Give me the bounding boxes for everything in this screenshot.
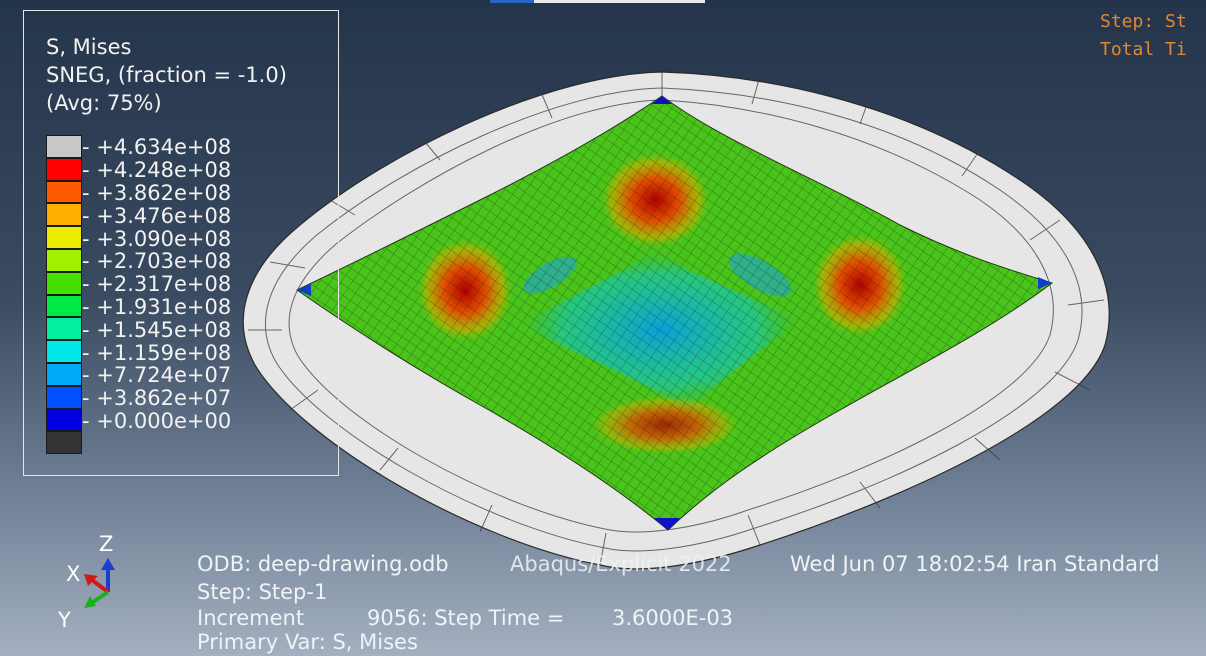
status-step: Step: St	[1100, 11, 1187, 32]
legend-swatch	[46, 317, 82, 341]
info-odb: ODB: deep-drawing.odb	[197, 552, 449, 576]
info-solver: Abaqus/Explicit 2022	[510, 552, 732, 576]
legend-level-label: - +1.545e+08	[82, 317, 232, 342]
legend-level-label: - +3.090e+08	[82, 226, 232, 251]
legend-swatch	[46, 385, 82, 409]
legend-level-label: - +1.931e+08	[82, 295, 232, 319]
legend-title: S, Mises	[46, 35, 132, 59]
triad-y-label: Y	[58, 608, 71, 632]
info-step: Step: Step-1	[197, 580, 328, 604]
legend-level-label: - +3.862e+08	[82, 181, 232, 205]
info-date: Wed Jun 07 18:02:54 Iran Standard	[790, 552, 1160, 576]
legend-swatch	[46, 135, 82, 158]
status-total-time: Total Ti	[1100, 39, 1187, 60]
legend-swatch	[46, 226, 82, 249]
legend-level-label: - +0.000e+00	[82, 409, 232, 433]
legend-level-label: - +7.724e+07	[82, 363, 232, 388]
legend-swatch	[46, 431, 82, 455]
info-increment-value: 9056: Step Time =	[367, 606, 565, 630]
info-primary-var: Primary Var: S, Mises	[197, 630, 418, 654]
legend-average: (Avg: 75%)	[46, 91, 162, 115]
legend-swatch	[46, 408, 82, 432]
legend-level-label: - +2.703e+08	[82, 249, 232, 274]
top-tab-strip	[490, 0, 705, 3]
legend-level-label: - +1.159e+08	[82, 340, 232, 365]
legend-level-label: - +2.317e+08	[82, 272, 232, 297]
legend-swatch	[46, 248, 82, 272]
triad-z-label: Z	[99, 532, 114, 556]
legend-subtitle: SNEG, (fraction = -1.0)	[46, 63, 287, 87]
legend-swatch	[46, 294, 82, 318]
legend-level-label: - +3.476e+08	[82, 203, 232, 228]
legend-swatch	[46, 362, 82, 386]
legend-level-label: - +4.248e+08	[82, 158, 232, 183]
triad-x-label: X	[66, 562, 81, 586]
active-tab-indicator	[490, 0, 534, 3]
legend-level-label: - +4.634e+08	[82, 135, 232, 160]
axis-triad: Z X Y	[58, 530, 138, 640]
legend-swatch	[46, 157, 82, 181]
triad-arrows	[84, 558, 115, 608]
contour-legend: S, Mises SNEG, (fraction = -1.0) (Avg: 7…	[23, 10, 339, 476]
legend-swatch	[46, 203, 82, 227]
legend-swatch	[46, 180, 82, 204]
legend-color-scale	[46, 135, 82, 455]
legend-swatch	[46, 340, 82, 363]
info-step-time: 3.6000E-03	[612, 606, 734, 630]
info-increment-label: Increment	[197, 606, 305, 630]
legend-level-label: - +3.862e+07	[82, 386, 232, 411]
flange-mesh-lines	[248, 72, 1105, 566]
status-readout: Step: St Total Ti	[1100, 8, 1187, 64]
legend-swatch	[46, 271, 82, 295]
